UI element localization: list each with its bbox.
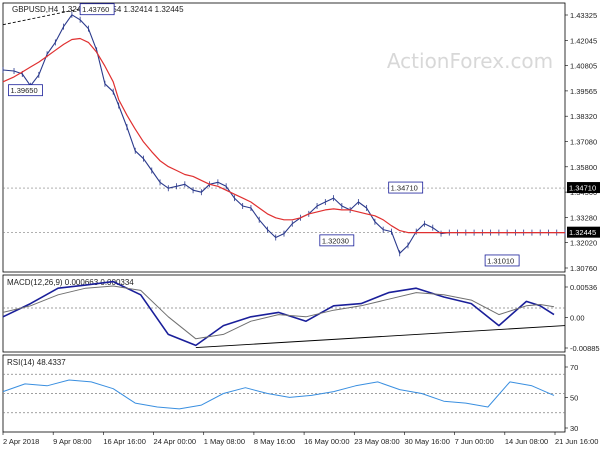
trend-line-top [2, 8, 81, 26]
y-tick-label: 1.43325 [570, 11, 597, 20]
macd-trend-line [195, 325, 566, 349]
price-tag-label: 1.32445 [569, 228, 596, 237]
annotation-box [388, 181, 424, 194]
price-tag-box [567, 182, 600, 194]
y-tick-label: 1.37080 [570, 138, 597, 147]
y-tick-label: 50 [570, 394, 578, 403]
y-tick-label: 30 [570, 424, 578, 433]
x-axis: 2 Apr 2018 9 Apr 08:00 16 Apr 16:00 24 Apr … [2, 432, 598, 446]
symbol-title: GBPUSD,H4 1.32419 1.32454 1.32414 1.32445 [12, 5, 184, 14]
symbol-label: GBPUSD,H4 [12, 5, 59, 14]
panel-title: RSI(14) 48.4337 [7, 358, 66, 367]
y-tick-label: 1.38320 [570, 112, 597, 121]
y-tick-label: 0.00 [570, 314, 585, 323]
annotation-box [8, 84, 43, 97]
y-tick-label: 1.40805 [570, 62, 597, 71]
x-tick-label: 1 May 08:00 [204, 437, 245, 446]
rsi-panel: 70 50 30 RSI(14) 48.4337 [2, 354, 578, 433]
x-tick-label: 24 Apr 00:00 [154, 437, 197, 446]
x-tick-label: 16 May 00:00 [304, 437, 349, 446]
annotation-box [79, 3, 115, 16]
series-line-rsi [2, 379, 555, 410]
x-tick-label: 21 Jun 16:00 [555, 437, 598, 446]
y-tick-label: 1.30760 [570, 264, 597, 273]
series-line-ma [2, 37, 565, 234]
annotation-box [484, 254, 520, 267]
series-line-signal [2, 285, 555, 340]
annotation-label: 1.34710 [391, 184, 418, 193]
ohlc-values: 1.32419 1.32454 1.32414 1.32445 [61, 5, 184, 14]
panel-frame [2, 274, 566, 353]
y-tick-label: 1.33280 [570, 213, 597, 222]
annotation-label: 1.39650 [11, 86, 38, 95]
macd-panel: 0.00536 0.00 -0.00885 MACD(12,26,9) 0.00066… [2, 274, 600, 353]
annotation-label: 1.32030 [322, 236, 349, 245]
annotation-label: 1.43760 [82, 5, 109, 14]
y-tick-label: 70 [570, 363, 578, 372]
watermark: ActionForex.com [387, 49, 553, 73]
panel-frame [2, 2, 566, 273]
y-tick-label: 1.42045 [570, 36, 597, 45]
y-tick-label: 1.39565 [570, 87, 597, 96]
price-tag-box [567, 226, 600, 238]
x-tick-label: 7 Jun 00:00 [455, 437, 494, 446]
annotation-label: 1.31010 [487, 256, 514, 265]
panel-title: MACD(12,26,9) 0.000663 0.000334 [7, 278, 134, 287]
x-tick-label: 14 Jun 08:00 [505, 437, 548, 446]
price-panel: 1.43325 1.42045 1.40805 1.39565 1.38320 1.370… [2, 2, 600, 273]
y-tick-label: 1.32020 [570, 239, 597, 248]
x-tick-label: 9 Apr 08:00 [53, 437, 91, 446]
x-tick-label: 8 May 16:00 [254, 437, 295, 446]
x-tick-label: 2 Apr 2018 [3, 437, 39, 446]
x-tick-label: 23 May 08:00 [354, 437, 399, 446]
y-tick-label: 1.35800 [570, 163, 597, 172]
x-tick-label: 30 May 16:00 [404, 437, 449, 446]
price-tag-label: 1.34710 [569, 184, 596, 193]
y-tick-label: 0.00536 [570, 283, 597, 292]
y-tick-label: -0.00885 [570, 344, 600, 353]
series-line-macd [2, 280, 555, 347]
x-tick-label: 16 Apr 16:00 [103, 437, 146, 446]
annotation-box [319, 234, 355, 247]
